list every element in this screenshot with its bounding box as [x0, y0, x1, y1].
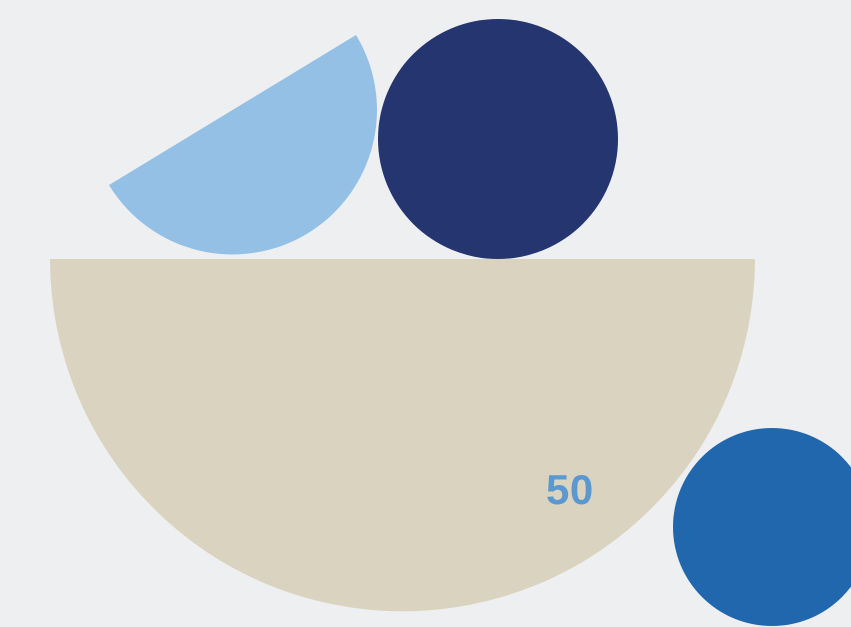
beige-bowl-shape	[50, 259, 755, 612]
page-number: 50	[546, 466, 594, 513]
blue-circle	[673, 428, 851, 626]
light-blue-half-disc	[109, 35, 377, 255]
navy-circle	[378, 19, 618, 259]
